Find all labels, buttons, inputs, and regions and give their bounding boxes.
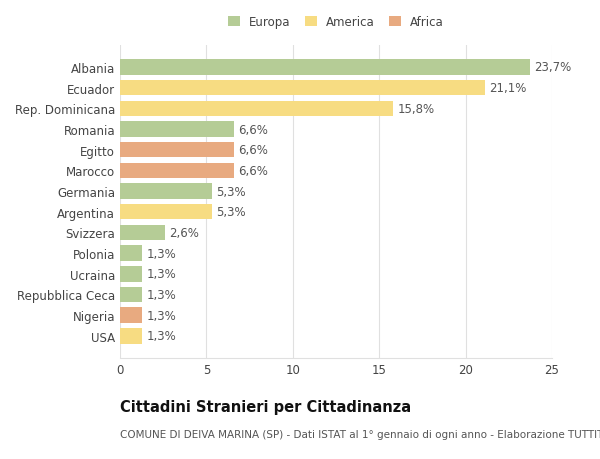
Text: 1,3%: 1,3% (147, 247, 176, 260)
Bar (120, 101, 393, 117)
Bar (120, 122, 234, 138)
Bar (120, 205, 212, 220)
Bar (120, 60, 530, 76)
Text: 21,1%: 21,1% (489, 82, 526, 95)
Bar (120, 163, 234, 179)
Bar (120, 81, 485, 96)
Text: 1,3%: 1,3% (147, 288, 176, 301)
Bar (120, 246, 142, 261)
Text: 6,6%: 6,6% (238, 164, 268, 178)
Text: Cittadini Stranieri per Cittadinanza: Cittadini Stranieri per Cittadinanza (120, 399, 411, 414)
Bar (120, 266, 142, 282)
Bar (120, 184, 212, 199)
Text: 5,3%: 5,3% (216, 206, 245, 219)
Bar (120, 143, 234, 158)
Text: 6,6%: 6,6% (238, 144, 268, 157)
Text: 1,3%: 1,3% (147, 268, 176, 280)
Text: 5,3%: 5,3% (216, 185, 245, 198)
Text: 1,3%: 1,3% (147, 309, 176, 322)
Bar (120, 225, 165, 241)
Text: 6,6%: 6,6% (238, 123, 268, 136)
Bar (120, 328, 142, 344)
Bar (120, 308, 142, 323)
Text: 1,3%: 1,3% (147, 330, 176, 342)
Legend: Europa, America, Africa: Europa, America, Africa (223, 11, 449, 34)
Text: 2,6%: 2,6% (169, 226, 199, 240)
Bar (120, 287, 142, 302)
Text: 15,8%: 15,8% (397, 103, 434, 116)
Text: 23,7%: 23,7% (534, 62, 571, 74)
Text: COMUNE DI DEIVA MARINA (SP) - Dati ISTAT al 1° gennaio di ogni anno - Elaborazio: COMUNE DI DEIVA MARINA (SP) - Dati ISTAT… (120, 429, 600, 439)
